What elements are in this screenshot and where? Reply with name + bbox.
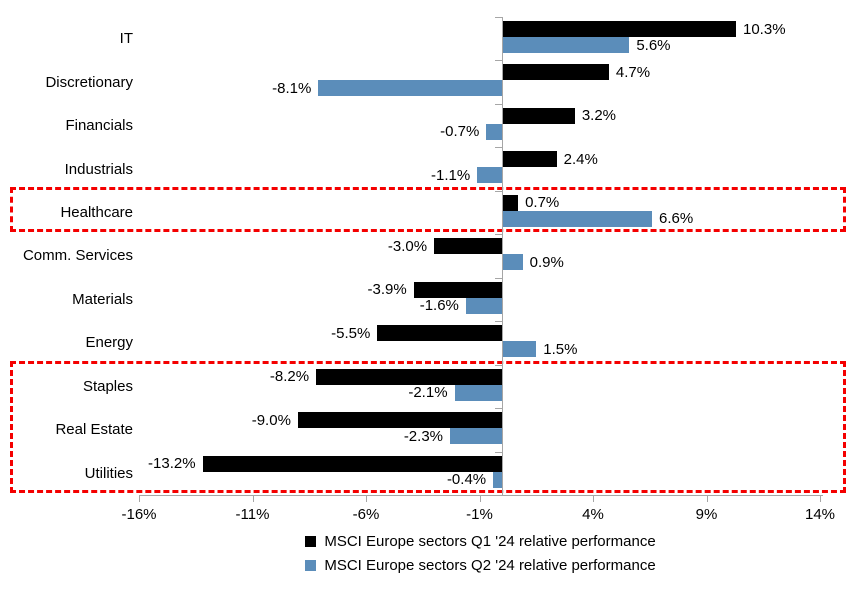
data-label: -2.3% bbox=[403, 427, 443, 445]
data-label: 5.6% bbox=[636, 36, 671, 54]
data-label: -2.1% bbox=[408, 384, 448, 402]
bar-q2 bbox=[486, 123, 503, 140]
data-label: -3.9% bbox=[367, 281, 407, 299]
data-label: -8.1% bbox=[272, 79, 312, 97]
category-label: Energy bbox=[85, 334, 133, 352]
category-label: Financials bbox=[65, 117, 133, 135]
bar-q2 bbox=[477, 167, 503, 184]
value-axis-tick bbox=[593, 495, 594, 502]
category-label: Industrials bbox=[64, 160, 133, 178]
value-axis-tick-label: -1% bbox=[466, 506, 493, 523]
legend-marker-q2-icon bbox=[305, 560, 317, 571]
data-label: 6.6% bbox=[659, 210, 694, 228]
bar-q1 bbox=[434, 238, 503, 255]
category-label: Real Estate bbox=[55, 421, 133, 439]
data-label: 4.7% bbox=[615, 63, 651, 81]
bar-q2 bbox=[502, 210, 652, 227]
category-label: Comm. Services bbox=[22, 247, 133, 265]
category-axis-tick bbox=[495, 147, 503, 149]
data-label: -1.6% bbox=[419, 297, 459, 315]
bar-q2 bbox=[493, 471, 503, 488]
data-label: 1.5% bbox=[543, 340, 578, 358]
category-axis-tick bbox=[495, 60, 503, 62]
bar-q1 bbox=[502, 194, 519, 211]
data-label: -0.4% bbox=[446, 471, 487, 489]
value-axis-tick bbox=[479, 495, 481, 502]
value-axis-tick-label: 4% bbox=[582, 506, 604, 523]
bar-q1 bbox=[316, 368, 503, 385]
value-axis-tick bbox=[706, 495, 708, 502]
data-label: -9.0% bbox=[251, 411, 291, 429]
bar-q1 bbox=[377, 325, 503, 342]
data-label: -1.1% bbox=[431, 166, 471, 184]
legend-item-q2: MSCI Europe sectors Q2 '24 relative perf… bbox=[305, 557, 656, 574]
bar-q2 bbox=[502, 254, 523, 271]
legend-label-q2: MSCI Europe sectors Q2 '24 relative perf… bbox=[324, 557, 656, 574]
value-axis bbox=[139, 495, 823, 496]
category-label: Materials bbox=[72, 290, 133, 308]
value-axis-tick bbox=[252, 495, 254, 502]
value-axis-tick bbox=[366, 495, 367, 502]
category-axis-tick bbox=[495, 277, 503, 279]
category-axis-tick bbox=[495, 190, 503, 192]
data-label: 10.3% bbox=[743, 20, 786, 38]
value-axis-tick-label: 14% bbox=[804, 506, 836, 523]
category-axis-tick bbox=[495, 364, 503, 366]
data-label: -5.5% bbox=[331, 324, 371, 342]
bar-q1 bbox=[502, 21, 736, 37]
category-label: Staples bbox=[82, 377, 133, 395]
highlight-box bbox=[10, 186, 846, 233]
bar-q2 bbox=[502, 341, 537, 358]
category-axis-tick bbox=[495, 408, 503, 410]
category-label: IT bbox=[119, 30, 133, 48]
legend-marker-q1-icon bbox=[305, 536, 317, 547]
bar-q2 bbox=[454, 384, 503, 401]
data-label: -0.7% bbox=[440, 123, 480, 141]
data-label: 0.7% bbox=[525, 194, 560, 212]
bar-q1 bbox=[202, 455, 503, 472]
category-axis-tick bbox=[495, 17, 503, 18]
category-axis-tick bbox=[495, 451, 503, 453]
data-label: 2.4% bbox=[563, 150, 598, 168]
value-axis-tick-label: -11% bbox=[235, 506, 270, 523]
data-label: -13.2% bbox=[148, 455, 196, 473]
category-label: Utilities bbox=[84, 464, 133, 482]
data-label: -8.2% bbox=[269, 368, 310, 386]
category-axis-tick bbox=[495, 321, 503, 323]
data-label: 0.9% bbox=[529, 253, 564, 271]
highlight-box bbox=[10, 360, 846, 493]
category-label: Healthcare bbox=[60, 204, 133, 222]
bar-q1 bbox=[413, 281, 503, 298]
category-axis-tick bbox=[495, 103, 503, 105]
value-axis-tick bbox=[820, 495, 821, 502]
legend: MSCI Europe sectors Q1 '24 relative perf… bbox=[139, 533, 822, 574]
category-label: Discretionary bbox=[45, 73, 133, 91]
category-axis-tick bbox=[495, 234, 503, 236]
bar-q1 bbox=[297, 412, 503, 429]
legend-item-q1: MSCI Europe sectors Q1 '24 relative perf… bbox=[305, 533, 656, 550]
bar-q2 bbox=[465, 297, 503, 314]
value-axis-tick-label: -6% bbox=[352, 506, 380, 523]
data-label: 3.2% bbox=[581, 107, 617, 125]
bar-q1 bbox=[502, 64, 609, 81]
category-axis bbox=[502, 17, 504, 495]
bar-q2 bbox=[502, 37, 630, 53]
value-axis-tick bbox=[139, 495, 140, 502]
bar-q1 bbox=[502, 151, 557, 168]
data-label: -3.0% bbox=[387, 237, 428, 255]
value-axis-tick-label: 9% bbox=[695, 506, 718, 523]
legend-label-q1: MSCI Europe sectors Q1 '24 relative perf… bbox=[324, 533, 656, 550]
bar-q2 bbox=[449, 428, 503, 445]
bar-q1 bbox=[502, 107, 575, 124]
value-axis-tick-label: -16% bbox=[121, 506, 157, 523]
bar-q2 bbox=[318, 80, 503, 97]
